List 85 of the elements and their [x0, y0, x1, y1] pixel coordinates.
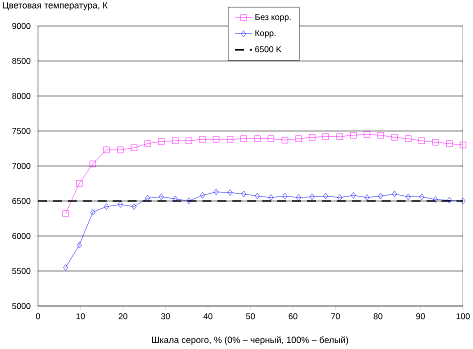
point	[132, 203, 136, 210]
point	[103, 146, 110, 154]
point	[460, 142, 466, 148]
point	[377, 132, 384, 138]
x-tick-label: 40	[203, 313, 212, 320]
point	[104, 203, 109, 210]
y-tick-label: 7500	[12, 128, 30, 134]
point	[282, 192, 288, 200]
point	[118, 201, 123, 208]
x-axis-title: Шкала серого, % (0% – черный, 100% – белый)	[152, 336, 348, 345]
point	[90, 160, 96, 168]
point	[186, 138, 192, 144]
point	[336, 133, 343, 140]
point	[172, 196, 178, 202]
point	[378, 192, 383, 200]
y-tick-label: 7000	[12, 163, 30, 169]
point	[254, 192, 260, 200]
point	[186, 198, 192, 204]
point	[158, 194, 164, 200]
x-tick-label: 100	[456, 313, 470, 320]
point	[172, 138, 178, 144]
point	[130, 144, 138, 151]
point	[241, 190, 246, 198]
point	[350, 132, 357, 138]
point	[364, 131, 370, 138]
point	[144, 140, 151, 147]
legend-label: Корр.	[255, 30, 276, 38]
point	[117, 146, 124, 154]
y-tick-label: 5500	[12, 268, 30, 274]
y-tick-label: 6500	[12, 198, 30, 204]
point	[228, 189, 233, 196]
point	[282, 136, 288, 144]
point	[199, 136, 206, 143]
legend-label: Без корр.	[255, 14, 291, 22]
point	[295, 136, 302, 142]
x-tick-label: 0	[36, 313, 40, 320]
y-tick-label: 8000	[12, 93, 30, 99]
point	[392, 190, 398, 198]
point	[391, 134, 398, 140]
point	[296, 194, 301, 201]
point	[200, 192, 205, 199]
point	[460, 198, 466, 204]
point	[432, 139, 439, 146]
x-tick-label: 20	[118, 313, 128, 320]
y-tick-label: 6000	[12, 233, 30, 239]
point	[446, 140, 453, 147]
point	[419, 194, 424, 200]
point	[308, 134, 316, 140]
y-tick-label: 9000	[12, 23, 30, 29]
point	[76, 180, 82, 187]
x-tick-label: 60	[288, 313, 298, 320]
point	[240, 136, 247, 142]
point	[158, 138, 164, 145]
y-tick-label: 5000	[12, 303, 30, 309]
point	[62, 210, 69, 217]
point	[404, 136, 412, 142]
x-tick-label: 30	[161, 313, 170, 320]
point	[226, 136, 234, 143]
x-tick-label: 10	[76, 313, 85, 320]
point	[214, 188, 219, 196]
point	[268, 136, 274, 142]
y-tick-label: 8500	[12, 58, 30, 64]
x-tick-label: 80	[374, 313, 382, 320]
point	[322, 133, 329, 140]
point	[337, 194, 342, 201]
point	[350, 192, 356, 199]
point	[90, 209, 96, 216]
point	[364, 194, 370, 201]
legend-label: 6500 K	[255, 46, 282, 52]
point	[323, 192, 328, 200]
point	[76, 242, 82, 248]
point	[268, 194, 274, 201]
point	[446, 197, 452, 204]
x-tick-label: 90	[416, 313, 425, 320]
point	[145, 195, 150, 202]
point	[254, 136, 260, 142]
point	[63, 264, 68, 271]
point	[418, 138, 425, 144]
point	[310, 194, 315, 200]
point	[212, 136, 220, 143]
y-axis-title: Цветовая температура, К	[2, 2, 108, 10]
x-tick-label: 70	[331, 313, 340, 320]
point	[432, 196, 438, 203]
x-tick-label: 50	[246, 313, 255, 320]
point	[406, 194, 411, 200]
